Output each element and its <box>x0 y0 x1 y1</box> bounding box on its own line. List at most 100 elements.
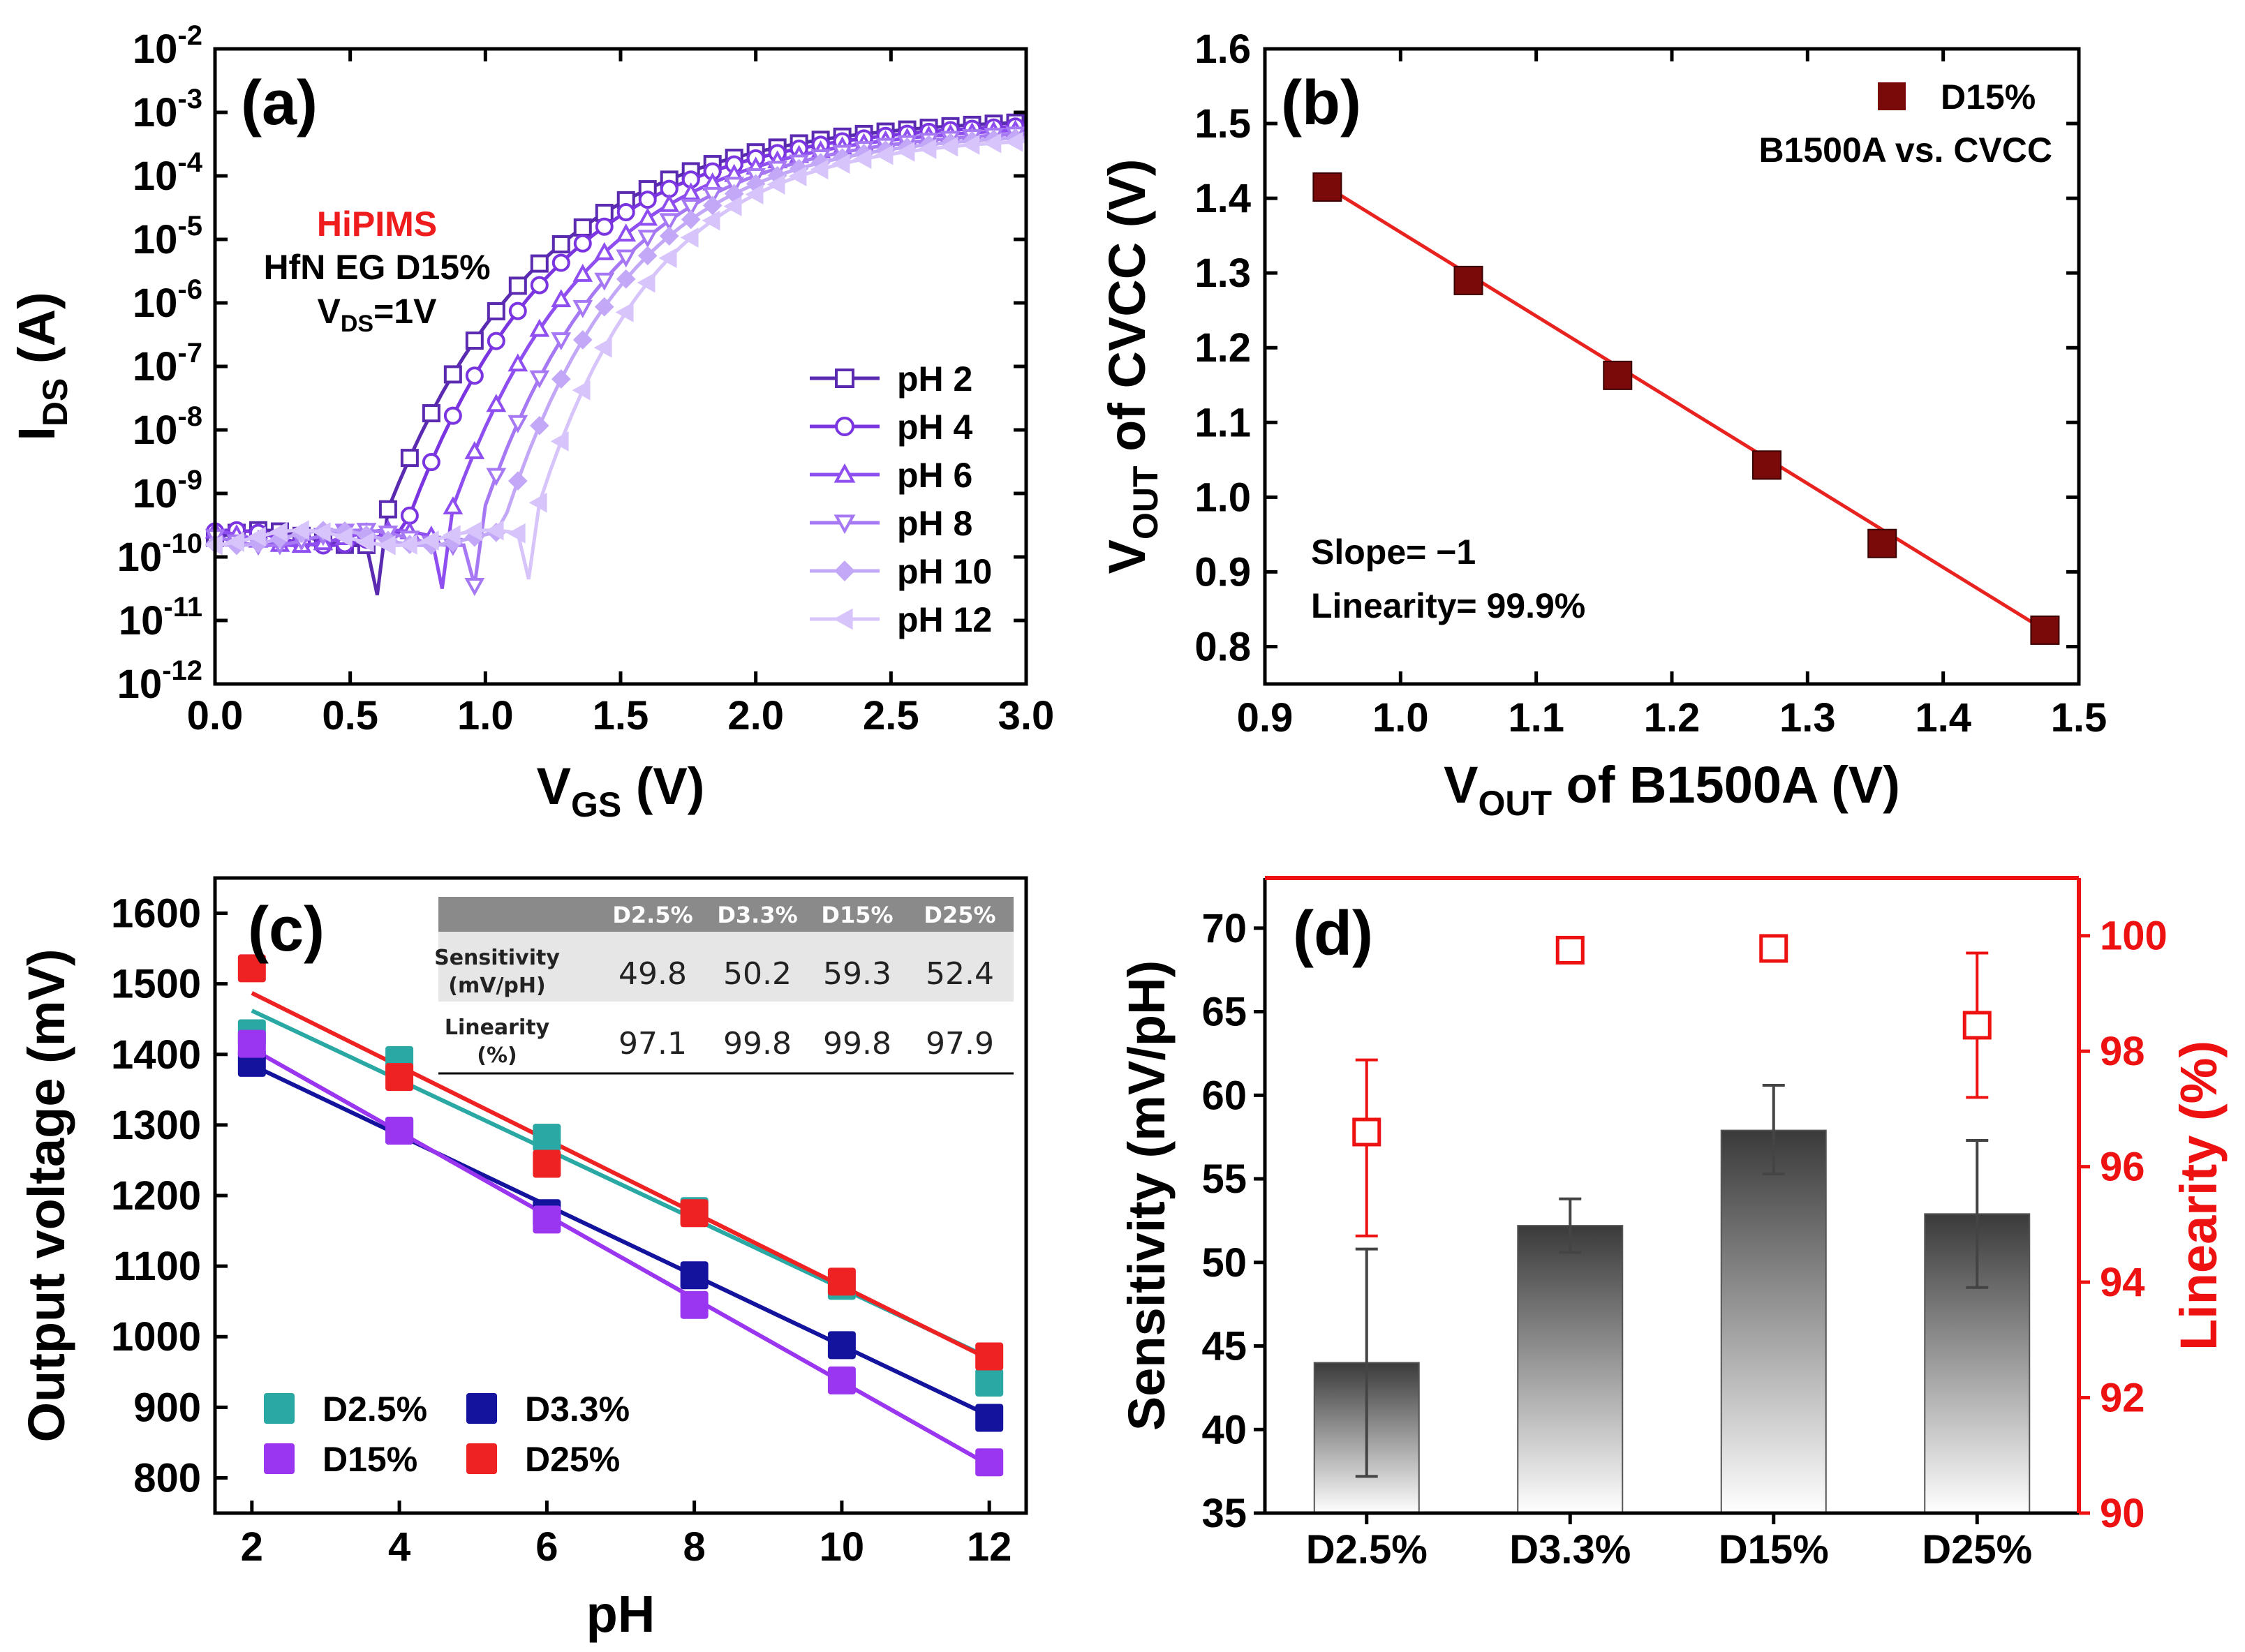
curve-marker <box>529 318 550 337</box>
axis-label-sub: OUT <box>1126 466 1165 539</box>
table-column-header: D2.5% <box>612 902 692 928</box>
data-point-D15% <box>827 1366 856 1394</box>
y-tick-label: 1.4 <box>1194 176 1251 221</box>
axis-label-main: V <box>1444 756 1478 814</box>
curve-marker <box>551 369 571 389</box>
y-axis-label: Output voltage (mV) <box>17 948 75 1442</box>
y-tick-label: 60 <box>1201 1073 1247 1118</box>
annotation-method: HiPIMS <box>317 204 437 244</box>
curve-marker <box>702 186 723 205</box>
curve-marker <box>572 330 593 350</box>
table-row-bg <box>438 932 1014 1002</box>
x-tick-label: 3.0 <box>998 693 1055 738</box>
curve-marker <box>378 500 397 519</box>
curve-marker <box>810 159 829 180</box>
curve-marker <box>377 535 396 556</box>
y-tick-label: 10-11 <box>119 592 202 643</box>
table-row-label: (mV/pH) <box>448 974 545 998</box>
y-tick-label: 1.6 <box>1194 27 1251 72</box>
y-tick-label: 1500 <box>111 962 201 1007</box>
axis-label-rest: of CVCC (V) <box>1098 159 1156 466</box>
curve-marker <box>486 394 507 412</box>
curve-marker <box>637 207 658 226</box>
x-tick-label: D2.5% <box>1306 1527 1428 1572</box>
curve-marker <box>853 149 872 170</box>
bar-D3.3% <box>1517 1225 1624 1514</box>
panel-label: (a) <box>241 68 318 138</box>
axis-label-rest: of B1500A (V) <box>1552 756 1900 814</box>
curve-marker <box>508 302 527 320</box>
panel-label: (d) <box>1293 899 1373 969</box>
curve-marker <box>443 406 462 425</box>
y-tick-label: 50 <box>1201 1240 1247 1286</box>
y2-axis-label: Linearity (%) <box>2170 1041 2228 1350</box>
annotation-linearity: Linearity= 99.9% <box>1311 586 1585 625</box>
curve-marker <box>680 227 699 248</box>
x-tick-label: 0.5 <box>322 693 378 738</box>
y-axis-label: Sensitivity (mV/pH) <box>1118 960 1176 1431</box>
tick-base: 10 <box>117 535 163 580</box>
axis-label-sub: GS <box>571 785 621 824</box>
legend-label: D15% <box>323 1440 417 1479</box>
curve-marker <box>355 532 374 553</box>
legend-marker <box>835 417 854 436</box>
data-point-D25% <box>385 1063 414 1092</box>
legend-marker <box>466 1443 497 1474</box>
tick-exponent: -6 <box>177 274 202 305</box>
curve-marker <box>422 404 440 423</box>
y-tick-label: 10-12 <box>117 655 202 707</box>
data-point-D2.5% <box>533 1124 561 1152</box>
legend-marker <box>835 369 854 388</box>
curve-marker <box>400 449 419 468</box>
curve-marker <box>637 246 658 266</box>
x-tick-label: D25% <box>1922 1527 2032 1572</box>
axis-label-main: V <box>1098 539 1156 574</box>
x-tick-label: 2 <box>241 1524 263 1570</box>
linearity-marker <box>1555 935 1585 965</box>
tick-exponent: -5 <box>177 211 202 241</box>
x-tick-label: 4 <box>388 1524 410 1570</box>
x-tick-label: 1.5 <box>593 693 649 738</box>
y-tick-label: 1200 <box>111 1173 201 1219</box>
curve-marker <box>334 527 353 547</box>
table-cell: 97.9 <box>926 1026 994 1062</box>
tick-exponent: -8 <box>177 401 202 432</box>
x-tick-label: 0.9 <box>1237 695 1294 741</box>
curve-marker <box>616 203 635 222</box>
curve-marker <box>507 415 528 433</box>
curve-marker <box>702 210 720 231</box>
curve-marker <box>918 139 937 159</box>
curve-marker <box>464 440 485 459</box>
curve-marker <box>465 366 484 385</box>
legend-marker <box>264 1443 295 1474</box>
y-tick-label: 1300 <box>111 1103 201 1148</box>
vds-value: =1V <box>373 292 437 331</box>
fit-line-D3.3% <box>251 1063 991 1418</box>
tick-base: 10 <box>133 281 178 326</box>
y-tick-label: 1.0 <box>1194 475 1251 520</box>
legend-label: pH 4 <box>897 408 973 447</box>
data-point-D25% <box>827 1267 856 1296</box>
curve-marker <box>594 272 615 291</box>
x-tick-label: 2.0 <box>727 693 784 738</box>
y2-tick-label: 94 <box>2100 1260 2145 1305</box>
curve-marker <box>637 272 655 293</box>
curve-marker <box>593 337 612 358</box>
data-point-D3.3% <box>975 1404 1004 1432</box>
curve-marker <box>573 218 592 237</box>
table-row-label: Linearity <box>445 1015 550 1040</box>
tick-exponent: -3 <box>177 84 202 114</box>
y-tick-label: 1.1 <box>1194 400 1251 445</box>
tick-exponent: -11 <box>163 592 202 623</box>
legend-label: D3.3% <box>525 1390 630 1429</box>
table-column-header: D3.3% <box>717 902 797 928</box>
table-header-bg <box>438 897 1014 932</box>
linearity-marker <box>1352 1117 1381 1147</box>
curve-marker <box>638 191 657 209</box>
legend-label: pH 6 <box>897 456 972 495</box>
curve-marker <box>507 353 528 372</box>
y-tick-label: 1100 <box>113 1244 201 1289</box>
legend-label: pH 8 <box>897 504 972 543</box>
table-cell: 49.8 <box>618 956 687 992</box>
